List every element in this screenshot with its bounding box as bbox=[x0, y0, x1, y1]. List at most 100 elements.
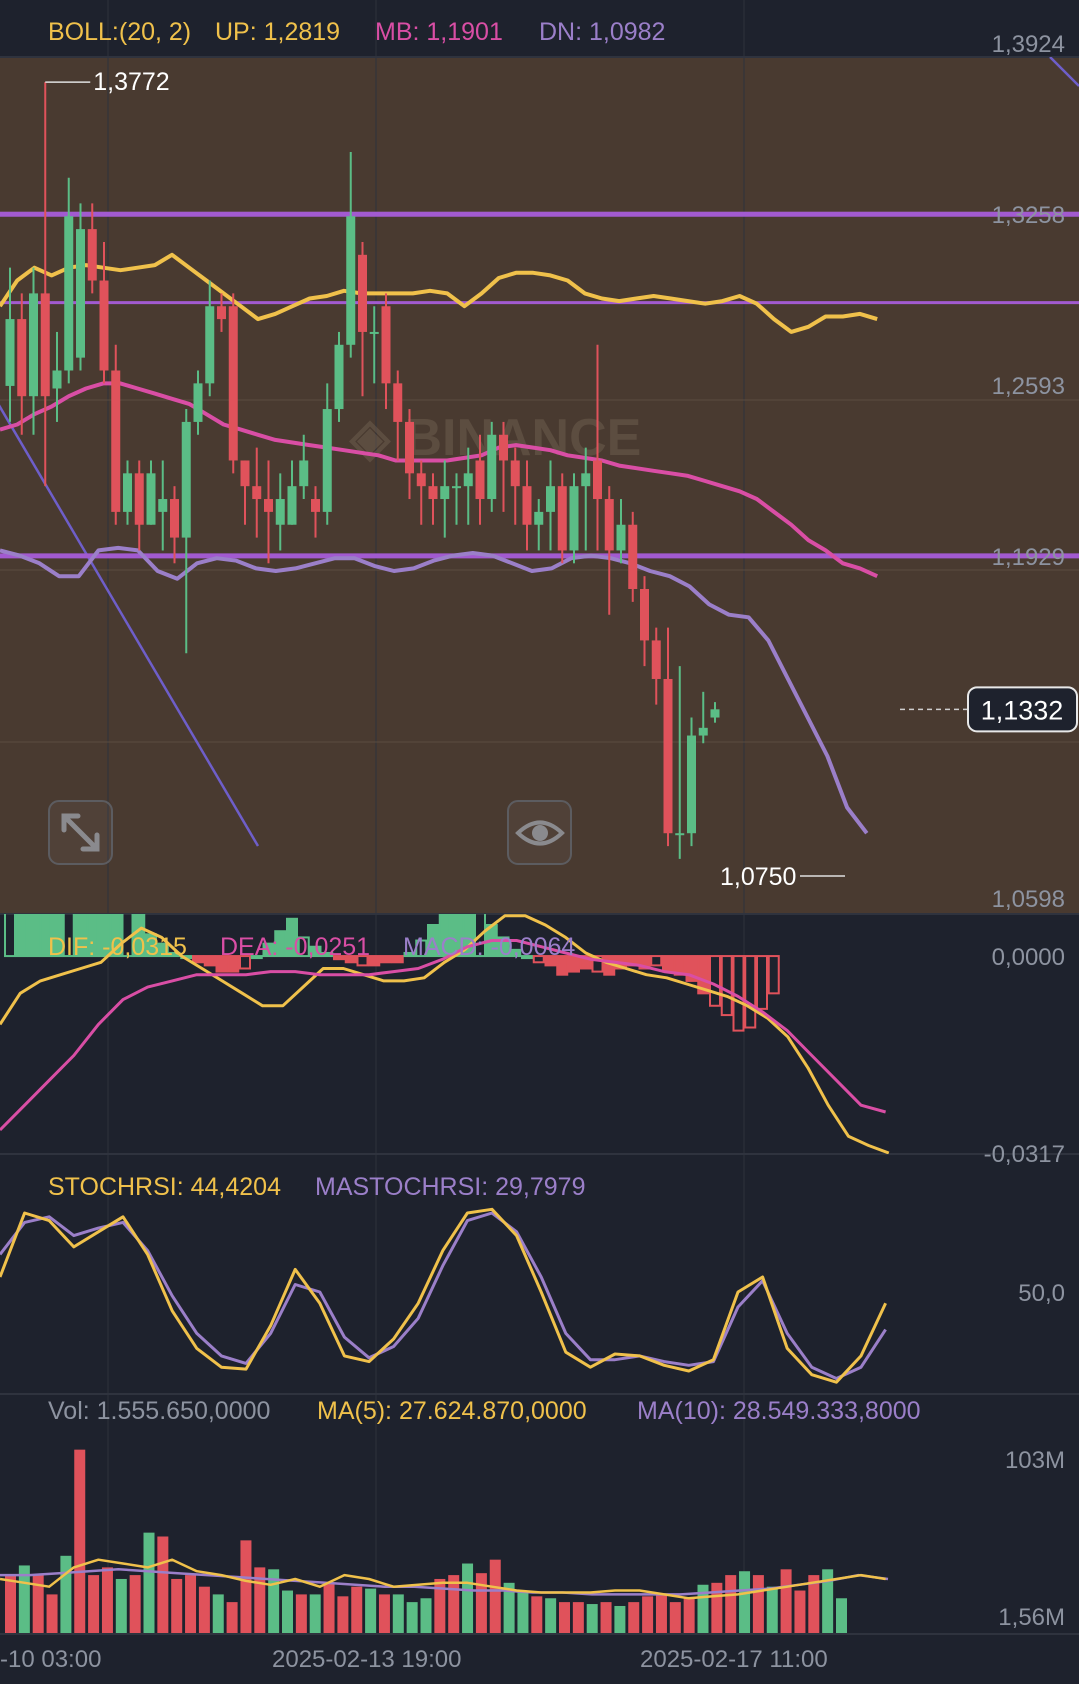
volume-bar bbox=[794, 1590, 806, 1633]
volume-bar bbox=[18, 1565, 30, 1633]
trendline bbox=[0, 404, 260, 847]
macd-histogram-bar bbox=[497, 936, 510, 958]
volume-bar bbox=[697, 1584, 709, 1633]
candle bbox=[205, 280, 215, 397]
candle bbox=[264, 460, 273, 564]
candle bbox=[240, 460, 250, 525]
candle bbox=[581, 447, 591, 551]
candle bbox=[593, 344, 602, 551]
price-zone-overlay bbox=[0, 57, 1079, 914]
price-axis-tick: 1,0598 bbox=[992, 886, 1065, 913]
candle bbox=[52, 331, 62, 422]
macd-axis-tick: 0,0000 bbox=[992, 944, 1065, 971]
candle bbox=[170, 486, 179, 564]
macd-histogram-bar bbox=[321, 951, 334, 958]
candle bbox=[534, 499, 544, 551]
last-price-value: 1,1332 bbox=[981, 695, 1064, 725]
volume-bar bbox=[101, 1567, 113, 1633]
candle bbox=[487, 421, 497, 512]
candle bbox=[76, 203, 85, 371]
macd-histogram-bar bbox=[86, 914, 99, 958]
macd-histogram-bar bbox=[62, 914, 75, 958]
candle bbox=[710, 702, 720, 723]
candle bbox=[158, 460, 168, 551]
macd-histogram-bar bbox=[544, 955, 557, 967]
boll-lower-line bbox=[0, 545, 869, 835]
candle bbox=[252, 447, 262, 538]
candle bbox=[334, 331, 344, 422]
candle bbox=[687, 717, 696, 847]
axis-labels: 1,3772 1,0750 1,1332 1,3924 1,3258 1,2593 1,19… bbox=[0, 31, 1078, 1673]
macd-histogram-bar bbox=[121, 914, 134, 958]
volume-bar bbox=[88, 1575, 100, 1633]
macd-histogram-bar bbox=[262, 942, 275, 958]
candle bbox=[663, 627, 673, 847]
vol-legend-item: Vol: 1.555.650,0000 bbox=[48, 1397, 270, 1425]
macd-legend-item: DEA: -0,0251 bbox=[220, 933, 370, 961]
volume-bar bbox=[295, 1594, 307, 1633]
candle bbox=[452, 473, 461, 525]
price-axis-tick: 1,1929 bbox=[992, 544, 1065, 571]
volume-bar bbox=[5, 1575, 16, 1633]
volume-bar bbox=[226, 1602, 238, 1633]
volume-ma5-line bbox=[0, 1558, 886, 1600]
macd-dif-line bbox=[0, 914, 890, 1154]
candle bbox=[134, 460, 144, 551]
volume-bar bbox=[475, 1573, 487, 1633]
macd-histogram-bar bbox=[474, 914, 486, 958]
volume-bar bbox=[531, 1596, 543, 1633]
vol-legend-item: MA(10): 28.549.333,8000 bbox=[637, 1397, 921, 1425]
macd-histogram-bar bbox=[4, 914, 16, 958]
candle bbox=[64, 177, 74, 384]
macd-histogram-bar bbox=[39, 914, 52, 958]
volume-axis-tick: 103M bbox=[1005, 1447, 1065, 1474]
candle bbox=[29, 267, 38, 435]
macd-histogram-bar bbox=[239, 955, 251, 970]
volume-bar bbox=[448, 1575, 460, 1633]
candle bbox=[522, 460, 532, 551]
candle bbox=[369, 306, 379, 384]
boll-upper-line bbox=[0, 252, 878, 334]
volume-bar bbox=[559, 1602, 570, 1633]
volume-bar bbox=[683, 1598, 695, 1633]
indicator-legends: BOLL:(20, 2) UP: 1,2819 MB: 1,1901 DN: 1,09… bbox=[48, 18, 921, 1425]
mastochrsi-line bbox=[0, 1211, 887, 1380]
boll-middle-line bbox=[0, 381, 879, 579]
candle bbox=[17, 293, 27, 435]
volume-bar bbox=[489, 1559, 501, 1633]
macd-histogram-bar bbox=[15, 914, 28, 958]
macd-histogram-bar bbox=[709, 955, 721, 1007]
macd-histogram-bar bbox=[462, 914, 475, 958]
macd-histogram-bar bbox=[74, 914, 87, 958]
macd-histogram-bar bbox=[509, 948, 522, 958]
macd-histogram-bar bbox=[380, 955, 392, 964]
candle bbox=[640, 576, 649, 667]
candle bbox=[428, 473, 438, 525]
volume-bar bbox=[752, 1575, 764, 1633]
last-price-badge bbox=[967, 686, 1078, 733]
candle bbox=[5, 267, 15, 422]
candle bbox=[381, 293, 391, 410]
macd-histogram-bar bbox=[579, 955, 592, 970]
macd-legend-item: DIF: -0,0315 bbox=[48, 933, 187, 961]
high-price-label: 1,3772 bbox=[93, 68, 169, 96]
stoch-legend-item: MASTOCHRSI: 29,7979 bbox=[315, 1173, 585, 1201]
candle bbox=[181, 409, 191, 654]
visibility-toggle-button[interactable] bbox=[507, 800, 572, 865]
volume-bar bbox=[337, 1596, 349, 1633]
candle bbox=[393, 370, 403, 461]
macd-histogram-bar bbox=[650, 955, 663, 967]
macd-histogram-bar bbox=[556, 955, 569, 976]
volume-bar bbox=[406, 1602, 418, 1633]
macd-histogram-bar bbox=[27, 914, 40, 958]
macd-histogram-bar bbox=[51, 914, 63, 958]
volume-bar bbox=[157, 1536, 169, 1633]
volume-bar bbox=[268, 1569, 280, 1633]
boll-legend-item: MB: 1,1901 bbox=[375, 18, 503, 46]
volume-bar bbox=[74, 1449, 86, 1633]
candle bbox=[628, 511, 638, 602]
stochrsi-pane bbox=[0, 1207, 887, 1384]
macd-histogram-bar bbox=[720, 955, 733, 1017]
expand-button[interactable] bbox=[48, 800, 113, 865]
